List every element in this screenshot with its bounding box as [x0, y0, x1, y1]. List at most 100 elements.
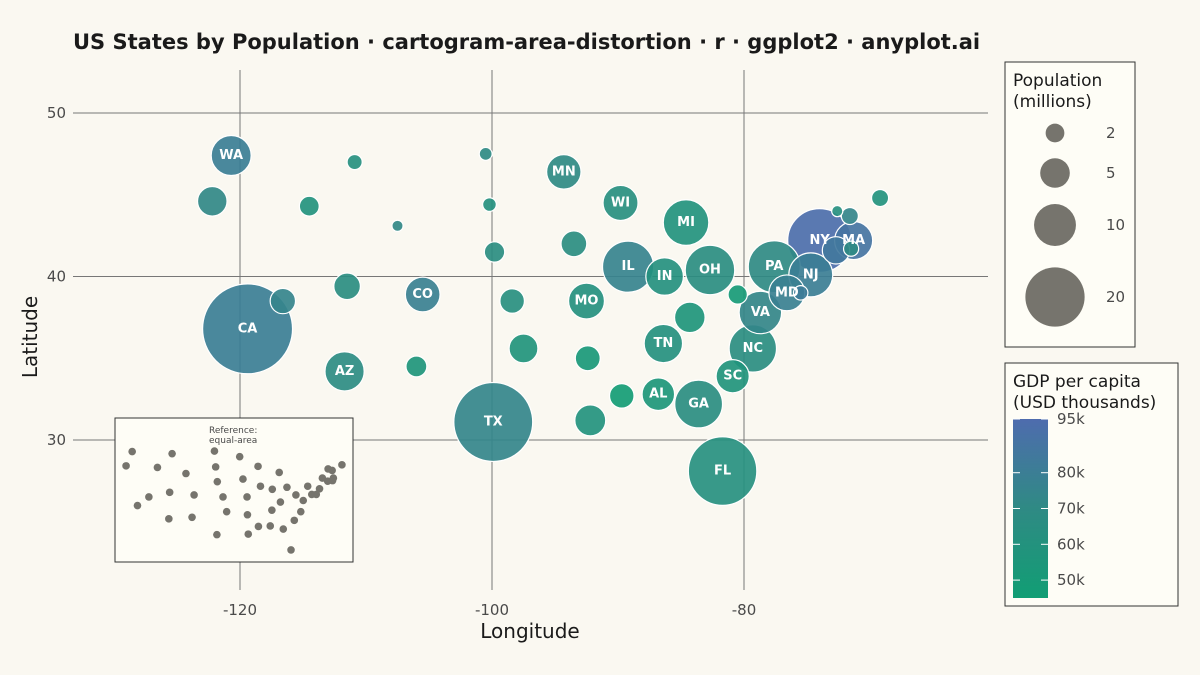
y-axis-title: Latitude: [18, 296, 42, 378]
state-bubble: [870, 188, 890, 208]
inset-dot: [165, 488, 174, 497]
state-label-wi: WI: [611, 195, 630, 210]
color-legend-title-line1: GDP per capita: [1013, 372, 1141, 392]
inset-dot: [268, 506, 276, 514]
size-legend-label: 2: [1106, 124, 1116, 142]
state-bubble-tn: [643, 323, 684, 364]
inset-dots: [122, 447, 346, 554]
size-legend-title-line1: Population: [1013, 71, 1102, 91]
state-bubble: [673, 301, 706, 334]
inset-title-line1: Reference:: [209, 426, 257, 436]
inset-dot: [287, 546, 295, 554]
state-bubble-mi: [662, 199, 710, 246]
chart-title: US States by Population · cartogram-area…: [73, 30, 980, 54]
inset-dot: [256, 482, 265, 491]
state-bubble: [842, 240, 860, 257]
state-bubble: [482, 197, 497, 212]
x-tick-label: -80: [732, 601, 757, 619]
state-bubble: [574, 404, 607, 437]
inset-dot: [338, 461, 346, 469]
inset-dot: [296, 507, 305, 516]
state-bubble: [499, 288, 526, 314]
size-legend-label: 5: [1106, 164, 1116, 182]
state-bubble: [333, 272, 361, 301]
state-bubble: [298, 195, 320, 217]
color-legend-label: 80k: [1057, 464, 1085, 482]
state-label-ga: GA: [688, 397, 709, 412]
x-axis-title: Longitude: [480, 619, 579, 643]
state-label-sc: SC: [723, 369, 742, 384]
state-bubble: [346, 153, 363, 171]
state-label-nc: NC: [743, 341, 763, 356]
inset-dot: [235, 452, 244, 461]
state-bubble: [727, 284, 748, 305]
inset-dot: [279, 525, 288, 533]
inset-dot: [133, 501, 142, 510]
state-label-tx: TX: [484, 415, 503, 430]
state-label-ma: MA: [842, 233, 865, 248]
inset-dot: [122, 462, 130, 470]
reference-inset: Reference: equal-area: [114, 417, 354, 563]
inset-dot: [268, 485, 277, 494]
inset-dot: [213, 530, 221, 539]
state-bubble: [405, 355, 428, 378]
state-bubble: [391, 219, 404, 232]
state-bubble-tx: [453, 381, 534, 463]
inset-dot: [239, 475, 247, 483]
inset-dot: [213, 477, 222, 486]
color-legend-label: 95k: [1057, 410, 1085, 428]
state-label-wa: WA: [219, 148, 243, 163]
inset-dot: [315, 484, 324, 493]
inset-dot: [168, 449, 176, 458]
color-legend-title-line2: (USD thousands): [1013, 393, 1156, 413]
inset-title-line2: equal-area: [209, 436, 257, 446]
size-legend-items: 2 5 10 20: [1025, 123, 1125, 327]
inset-dot: [254, 462, 262, 471]
inset-dot: [276, 498, 285, 506]
y-tick-label: 30: [47, 431, 66, 449]
state-label-pa: PA: [765, 259, 783, 274]
inset-dot: [210, 447, 219, 455]
inset-dot: [211, 463, 220, 471]
inset-dot: [299, 496, 308, 505]
inset-dot: [182, 469, 190, 478]
state-bubble-oh: [684, 244, 736, 296]
color-legend-label: 50k: [1057, 571, 1085, 589]
inset-dot: [244, 530, 253, 538]
state-label-az: AZ: [335, 364, 355, 379]
inset-dot: [219, 493, 227, 501]
state-bubble: [792, 285, 809, 301]
size-legend-label: 20: [1106, 288, 1125, 306]
state-bubble: [508, 333, 539, 364]
inset-dot: [190, 491, 198, 499]
state-bubble: [560, 230, 588, 258]
inset-dot: [275, 468, 284, 477]
state-bubble-ca: [201, 283, 294, 375]
inset-dot: [312, 490, 321, 499]
inset-dot: [283, 483, 291, 492]
state-bubble-ga: [674, 379, 724, 429]
size-legend-title-line2: (millions): [1013, 92, 1092, 112]
inset-dot: [292, 491, 300, 499]
size-legend: Population (millions) 2 5 10 20: [1004, 61, 1136, 348]
color-legend-label: 60k: [1057, 535, 1085, 553]
state-bubble: [840, 206, 859, 226]
color-legend: GDP per capita (USD thousands) 95k 80k 70k…: [1004, 362, 1179, 607]
state-label-md: MD: [775, 285, 799, 300]
y-tick-label: 40: [47, 268, 66, 286]
state-bubble: [196, 185, 228, 217]
x-tick-label: -100: [475, 601, 509, 619]
x-tick-label: -120: [223, 601, 257, 619]
state-label-co: CO: [412, 287, 433, 302]
inset-dot: [303, 482, 312, 491]
inset-dot: [222, 507, 231, 516]
inset-dot: [243, 510, 252, 519]
state-bubble-az: [324, 351, 365, 392]
bubble-layer: CA TX FL NY PA IL OH GA NC MI NJ VA WA AZ TN MA IN MO MD WI…: [196, 134, 890, 506]
state-bubble-in: [645, 257, 684, 296]
state-label-il: IL: [622, 259, 635, 274]
inset-dot: [243, 493, 251, 501]
size-legend-circle: [1034, 204, 1076, 246]
y-tick-label: 50: [47, 104, 66, 122]
